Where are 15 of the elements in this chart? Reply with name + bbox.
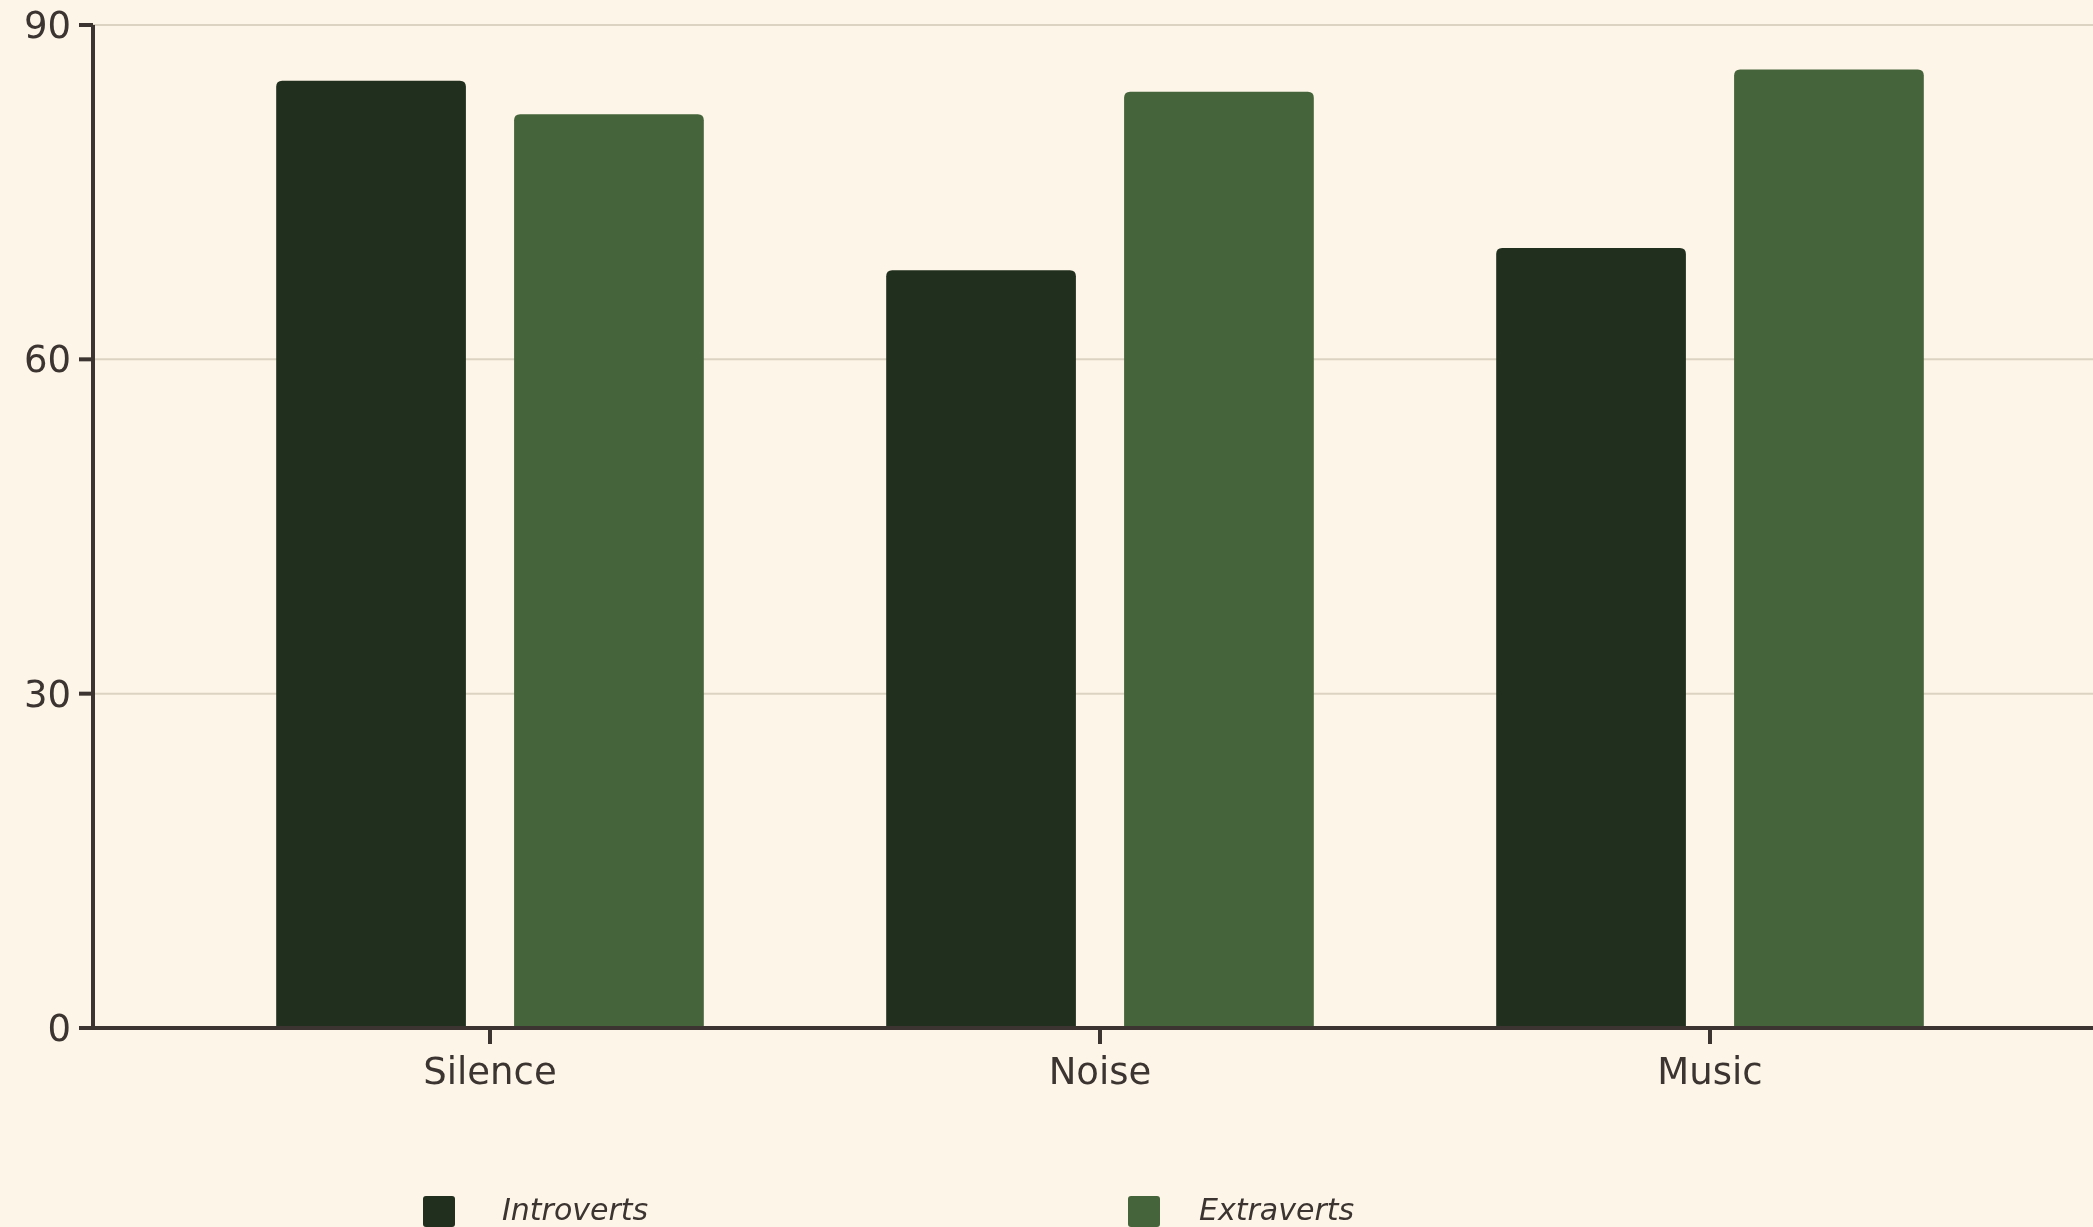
legend-label: Introverts: [502, 1192, 649, 1227]
bar: [886, 270, 1076, 1028]
bar: [1496, 247, 1686, 1028]
bar: [1124, 91, 1314, 1028]
x-tick-label: Noise: [1048, 1050, 1152, 1093]
y-tick-label: 90: [23, 3, 71, 47]
x-tick-label: Music: [1657, 1050, 1763, 1093]
y-tick-label: 0: [47, 1006, 71, 1050]
bar: [514, 114, 704, 1028]
bar: [1734, 69, 1924, 1028]
y-tick-label: 60: [23, 338, 71, 382]
legend-label: Extraverts: [1199, 1192, 1355, 1227]
bar: [276, 80, 466, 1028]
x-tick-label: Silence: [423, 1050, 557, 1093]
y-tick-label: 30: [23, 672, 71, 716]
